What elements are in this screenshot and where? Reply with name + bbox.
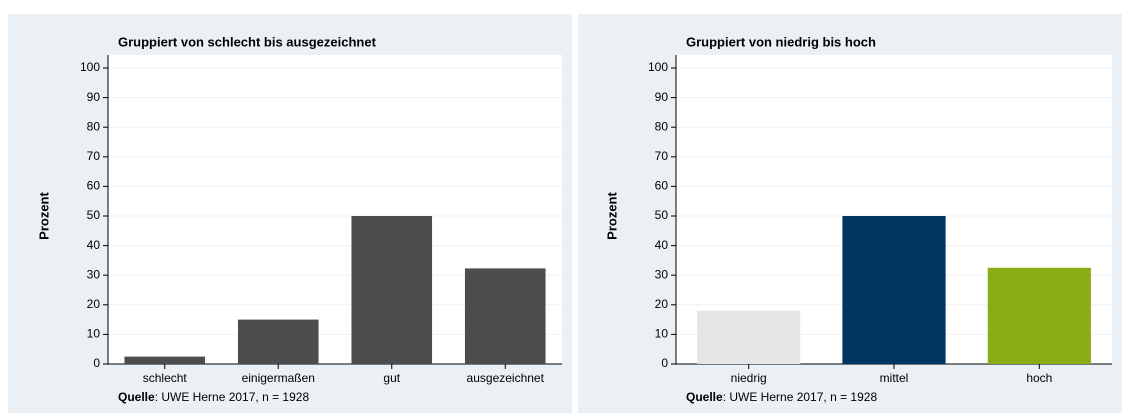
y-tick-label: 0 [661,356,668,370]
y-tick-label: 40 [655,238,669,252]
y-tick-label: 70 [655,149,669,163]
y-tick-label: 70 [87,149,101,163]
y-tick-label: 20 [655,297,669,311]
x-tick-label: gut [383,371,400,385]
source-text: : UWE Herne 2017, n = 1928 [723,390,878,404]
y-tick-label: 100 [648,60,668,74]
chart-title: Gruppiert von schlecht bis ausgezeichnet [118,34,377,49]
source: Quelle: UWE Herne 2017, n = 1928 [118,390,309,404]
x-tick-label: ausgezeichnet [467,371,545,385]
source: Quelle: UWE Herne 2017, n = 1928 [686,390,877,404]
y-tick-label: 50 [87,208,101,222]
y-tick-label: 80 [655,119,669,133]
x-tick-label: niedrig [731,371,767,385]
y-tick-label: 30 [655,267,669,281]
y-tick-label: 90 [87,90,101,104]
source-text: : UWE Herne 2017, n = 1928 [155,390,310,404]
bar [842,216,946,364]
source-label: Quelle [118,390,155,404]
chart-title: Gruppiert von niedrig bis hoch [686,34,876,49]
y-axis-label: Prozent [604,191,619,239]
bar [987,267,1091,364]
y-tick-label: 30 [87,267,101,281]
x-tick-label: hoch [1026,371,1052,385]
bar [697,310,801,364]
x-tick-label: schlecht [143,371,188,385]
y-tick-label: 10 [655,327,669,341]
bar [124,356,206,364]
y-tick-label: 0 [93,356,100,370]
bar [351,216,433,364]
y-tick-label: 60 [655,179,669,193]
y-tick-label: 50 [655,208,669,222]
x-tick-label: einigermaßen [242,371,315,385]
bar [464,268,546,364]
y-tick-label: 40 [87,238,101,252]
y-tick-label: 60 [87,179,101,193]
source-label: Quelle [686,390,723,404]
x-tick-label: mittel [880,371,909,385]
y-tick-label: 10 [87,327,101,341]
y-axis-label: Prozent [36,191,51,239]
y-tick-label: 20 [87,297,101,311]
y-tick-label: 90 [655,90,669,104]
y-tick-label: 80 [87,119,101,133]
y-tick-label: 100 [80,60,100,74]
bar [237,319,319,364]
